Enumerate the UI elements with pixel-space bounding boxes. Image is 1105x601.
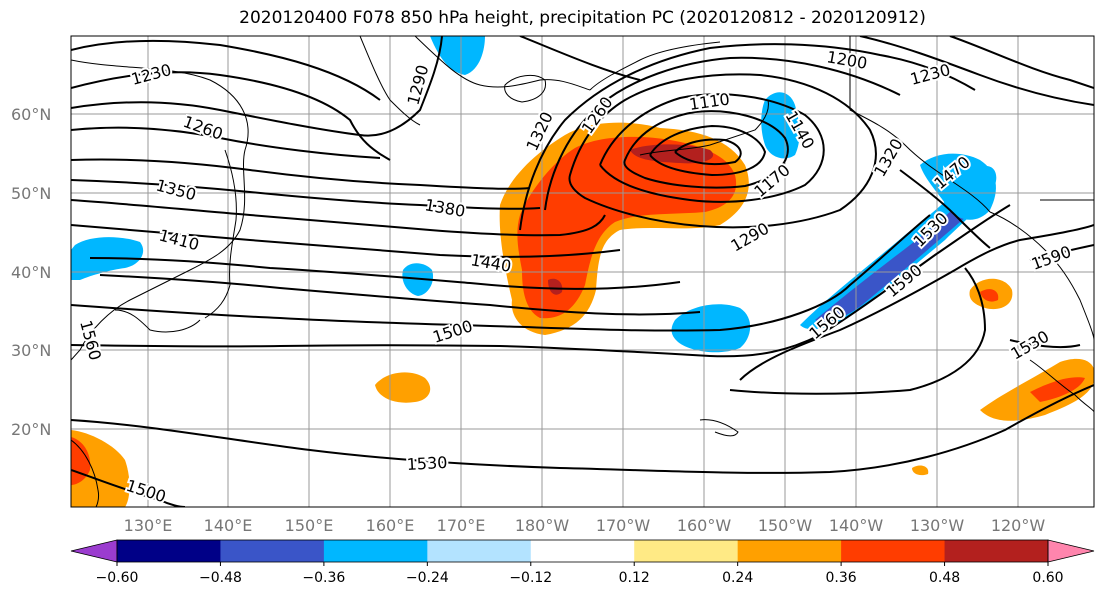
colorbar-border: [116, 539, 1049, 563]
colorbar-segment: [944, 540, 1049, 562]
lon-label: 140°W: [829, 516, 884, 535]
map-content: 1230 1260 1290 1350 1410 1380 1440 1500 …: [71, 36, 1094, 507]
lat-label: 60°N: [11, 105, 51, 124]
lon-label: 140°E: [204, 516, 253, 535]
colorbar-tick-label: −0.60: [96, 570, 139, 586]
height-contours: [71, 36, 1094, 507]
longitude-labels: 130°E 140°E 150°E 160°E 170°E 180°W 170°…: [124, 516, 1046, 535]
lat-label: 40°N: [11, 263, 51, 282]
lon-label: 170°E: [437, 516, 486, 535]
lon-label: 120°W: [991, 516, 1046, 535]
lat-label: 20°N: [11, 420, 51, 439]
colorbar-tick-label: 0.24: [722, 570, 753, 586]
colorbar-extend-high: [1047, 539, 1095, 563]
colorbar-tick-label: −0.36: [302, 570, 345, 586]
lat-label: 50°N: [11, 184, 51, 203]
colorbar-segment: [427, 540, 532, 562]
coastlines: [71, 36, 1094, 507]
colorbar: −0.60 −0.48 −0.36 −0.24 −0.12 0.12 0.24 0.36 0.4…: [70, 539, 1095, 586]
colorbar-segment: [841, 540, 946, 562]
map-border: [70, 35, 1095, 508]
lon-label: 150°W: [758, 516, 813, 535]
lon-label: 150°E: [285, 516, 334, 535]
contour-label: 1530: [406, 453, 448, 474]
colorbar-tick-label: 0.48: [929, 570, 960, 586]
colorbar-segment: [737, 540, 842, 562]
colorbar-segment: [634, 540, 739, 562]
colorbar-tick-label: −0.12: [509, 570, 552, 586]
lon-label: 180°W: [515, 516, 570, 535]
colorbar-tick-label: 0.12: [619, 570, 650, 586]
colorbar-tick-label: −0.24: [406, 570, 449, 586]
colorbar-tick-label: −0.48: [199, 570, 242, 586]
lon-label: 170°W: [596, 516, 651, 535]
map-title: 2020120400 F078 850 hPa height, precipit…: [239, 8, 926, 28]
lon-label: 160°W: [677, 516, 732, 535]
colorbar-segment: [323, 540, 428, 562]
precip-positive-shading: [71, 122, 1094, 507]
colorbar-tick-label: 0.36: [826, 570, 857, 586]
lon-label: 160°E: [366, 516, 415, 535]
lon-label: 130°W: [910, 516, 965, 535]
colorbar-extend-low: [70, 539, 118, 563]
latitude-labels: 60°N 50°N 40°N 30°N 20°N: [11, 105, 51, 439]
colorbar-tick-label: 0.60: [1032, 570, 1063, 586]
lon-label: 130°E: [124, 516, 173, 535]
colorbar-segment: [117, 540, 221, 562]
colorbar-segment: [220, 540, 325, 562]
lat-label: 30°N: [11, 341, 51, 360]
colorbar-segment: [530, 540, 635, 562]
graticule: [71, 36, 1094, 507]
